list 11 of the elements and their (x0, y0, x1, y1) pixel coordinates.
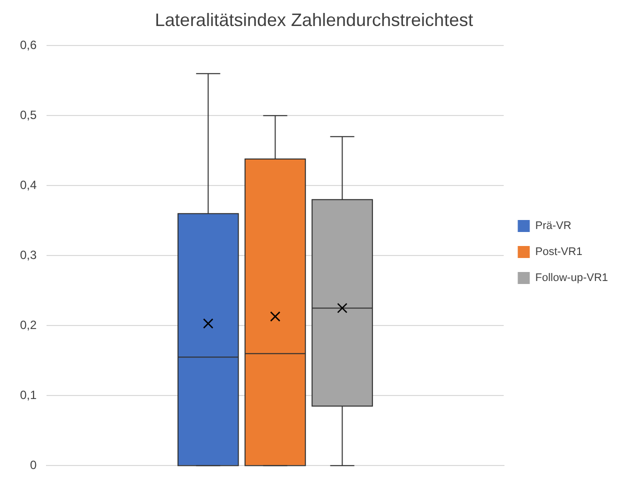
y-tick-label: 0,5 (20, 108, 37, 122)
y-tick-label: 0,6 (20, 38, 37, 52)
legend-label: Follow-up-VR1 (535, 272, 608, 284)
chart-title: Lateralitätsindex Zahlendurchstreichtest (154, 10, 474, 30)
y-tick-label: 0,2 (20, 318, 37, 332)
y-tick-label: 0 (30, 458, 37, 472)
legend-label: Post-VR1 (535, 246, 582, 258)
y-tick-label: 0,3 (20, 248, 37, 262)
legend-label: Prä-VR (535, 220, 572, 232)
y-tick-label: 0,4 (20, 178, 37, 192)
y-tick-label: 0,1 (20, 388, 37, 402)
